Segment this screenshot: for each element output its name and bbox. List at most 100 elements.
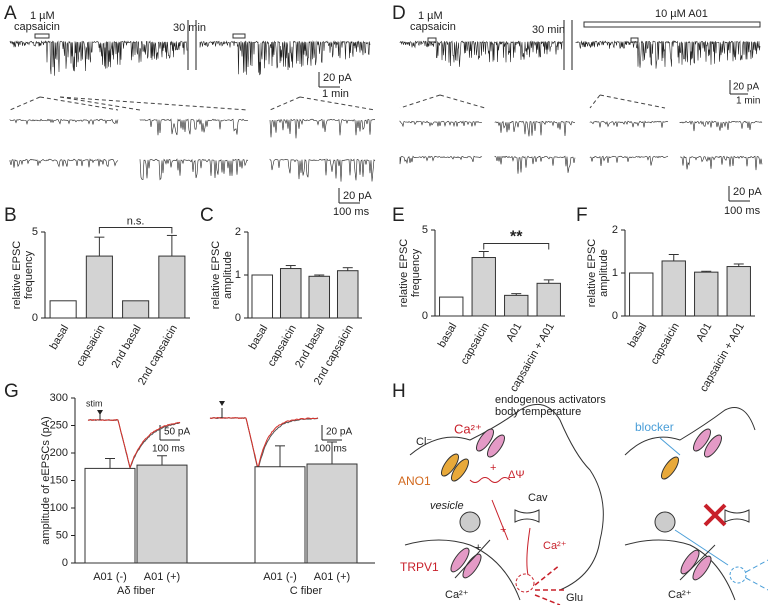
x-tick-label: basal: [436, 321, 460, 350]
y-tick-label: 150: [50, 474, 68, 486]
group-label: Aδ fiber: [117, 585, 155, 597]
panel-label: D: [392, 3, 406, 24]
current-trace: [269, 158, 376, 182]
bar: [84, 467, 136, 564]
diagram-label: Ca²⁺: [454, 421, 482, 436]
trace-label: 10 µM A01: [655, 8, 708, 20]
release: [745, 559, 768, 591]
bar: [336, 270, 359, 319]
y-tick-label: 250: [50, 419, 68, 431]
stim-marker: [219, 401, 225, 406]
eepsc-trace: [209, 416, 319, 472]
zoom-line: [439, 94, 486, 109]
channel: [703, 434, 723, 458]
diagram-label: ΔΨ: [508, 469, 525, 481]
stim-box: [630, 37, 639, 43]
y-axis-label: relative EPSC: [398, 239, 410, 308]
y-tick-label: 1: [235, 269, 241, 281]
current-trace: [589, 155, 669, 167]
drug-bar: [583, 21, 761, 28]
stim-box: [34, 33, 50, 39]
panel-label: A: [4, 3, 17, 24]
bar: [279, 268, 302, 319]
current-trace: [575, 40, 761, 69]
scale-label: 100 ms: [152, 444, 185, 455]
current-trace: [139, 158, 249, 181]
bar: [661, 260, 686, 317]
y-axis-label: frequency: [23, 250, 35, 299]
current-trace: [9, 40, 188, 76]
x-tick-label: A01 (+): [314, 571, 350, 583]
scale-label: 1 min: [322, 88, 349, 100]
diagram-label: Ca²⁺: [445, 589, 469, 601]
channel: [475, 428, 495, 452]
trpv1-channel: [680, 549, 700, 575]
scale-label: 50 pA: [164, 427, 190, 438]
arrow: [674, 529, 729, 566]
bar: [504, 294, 529, 317]
scale-label: 20 pA: [343, 190, 372, 202]
y-tick-label: 1: [612, 267, 618, 279]
zoom-line: [399, 94, 441, 109]
release: [515, 573, 535, 593]
scale-label: 100 ms: [724, 205, 761, 217]
current-trace: [9, 118, 119, 125]
y-axis-label: frequency: [410, 248, 422, 297]
x-tick-label: basal: [48, 323, 72, 352]
zoom-line: [39, 96, 119, 111]
vesicle: [654, 511, 676, 533]
diagram-label: Ca²⁺: [668, 589, 692, 601]
panel-label: C: [200, 205, 214, 226]
current-trace: [9, 158, 119, 168]
trpv1-channel: [692, 555, 712, 581]
diagram-label: endogenous activators: [495, 394, 606, 406]
y-tick-label: 200: [50, 447, 68, 459]
depolarization: [469, 477, 511, 483]
diagram-label: Cl⁻: [416, 436, 432, 448]
neuron-outline: [404, 403, 604, 601]
x-tick-label: capsaicin: [74, 323, 107, 369]
bar: [694, 271, 719, 317]
trace-label: 30 min: [532, 24, 565, 36]
y-tick-label: 100: [50, 502, 68, 514]
y-tick-label: 50: [56, 529, 68, 541]
bar: [308, 275, 331, 319]
channel: [486, 434, 506, 458]
trace-label: capsaicin: [410, 21, 456, 33]
panel-label: G: [4, 381, 19, 402]
x-tick-label: capsaicin: [459, 321, 492, 367]
stim-box: [427, 37, 437, 43]
x-tick-label: basal: [247, 323, 271, 352]
release: [534, 564, 565, 605]
x-tick-label: basal: [626, 321, 650, 350]
x-tick-label: A01: [504, 321, 524, 344]
trace-label: 1 µM: [418, 10, 443, 22]
y-tick-label: 2: [235, 226, 241, 238]
bar: [85, 255, 113, 319]
trpv1-channel: [462, 553, 482, 579]
diagram-label: Glu: [566, 592, 583, 604]
panel-label: B: [4, 205, 17, 226]
block-mark: [703, 503, 727, 527]
x-tick-label: A01 (-): [93, 571, 127, 583]
panel-label: H: [392, 381, 406, 402]
x-tick-label: 2nd capsaicin: [136, 323, 180, 387]
current-trace: [679, 120, 763, 132]
current-trace: [139, 118, 249, 136]
current-trace: [589, 120, 669, 128]
current-trace: [399, 155, 483, 165]
current-trace: [269, 118, 376, 139]
ano1-channel: [660, 456, 680, 480]
diagram: [404, 403, 768, 605]
y-axis-label: amplitude: [222, 251, 234, 299]
y-tick-label: 0: [62, 557, 68, 569]
current-trace: [679, 155, 763, 171]
scale-label: 20 pA: [326, 427, 352, 438]
bar: [136, 464, 188, 564]
diagram-label: body temperature: [495, 406, 581, 418]
y-tick-label: 0: [235, 312, 241, 324]
bar: [122, 300, 150, 319]
y-tick-label: 300: [50, 392, 68, 404]
blocker-line: [659, 437, 681, 456]
stim-box: [232, 33, 246, 39]
